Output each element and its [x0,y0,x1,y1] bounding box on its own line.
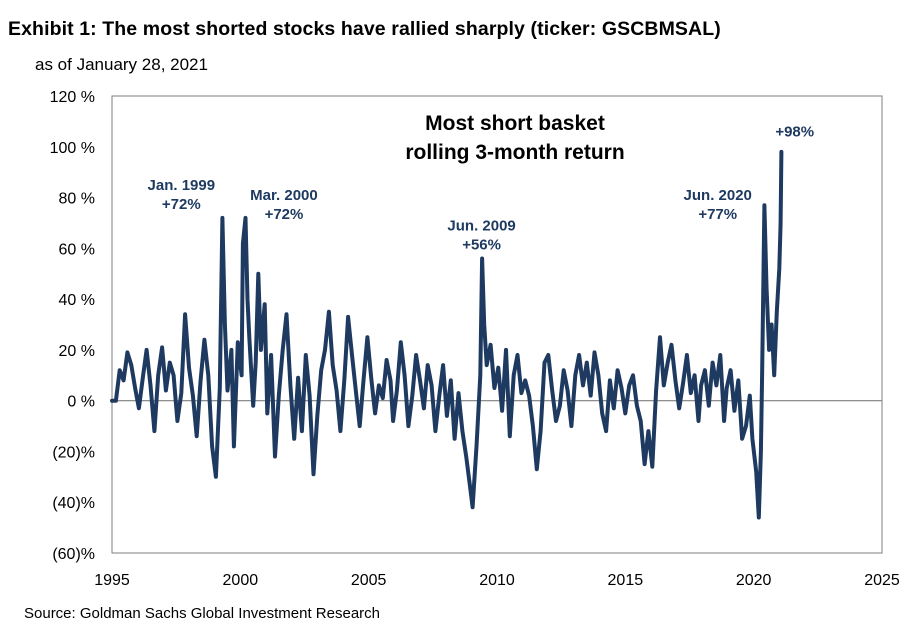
annotations: Jan. 1999 +72% Mar. 2000 +72% Jun. 2009 +56% J… [148,124,815,254]
y-tick-label: 120 % [50,89,95,106]
annotation-label: Jun. 2020 [684,187,752,204]
chart-title: Exhibit 1: The most shorted stocks have … [8,18,721,40]
y-tick-label: 0 % [67,394,95,411]
annotation-label: +72% [162,196,201,213]
x-tick-label: 2015 [608,572,644,589]
y-tick-label: 60 % [59,241,95,258]
annotation-label: +56% [462,237,501,254]
chart-subtitle: as of January 28, 2021 [35,55,208,74]
y-tick-label: 20 % [59,343,95,360]
annotation-label: Mar. 2000 [250,187,318,204]
x-tick-label: 2005 [351,572,387,589]
y-tick-label: (20)% [52,444,95,461]
annotation-label: +77% [698,206,737,223]
x-axis-ticks: 1995 2000 2005 2010 2015 2020 2025 [94,572,900,589]
y-tick-label: (40)% [52,495,95,512]
source-note: Source: Goldman Sachs Global Investment … [24,605,381,622]
annotation-label: Jan. 1999 [148,177,216,194]
y-tick-label: 40 % [59,292,95,309]
x-tick-label: 2025 [864,572,900,589]
chart-inner-title-line-1: Most short basket [425,112,605,135]
y-tick-label: 80 % [59,191,95,208]
y-axis-ticks: 120 % 100 % 80 % 60 % 40 % 20 % 0 % (20)% (40)% (… [50,89,95,563]
x-tick-label: 2000 [223,572,259,589]
y-tick-label: (60)% [52,546,95,563]
x-tick-label: 2020 [736,572,772,589]
annotation-label: +98% [775,124,814,141]
x-tick-label: 2010 [479,572,515,589]
annotation-label: +72% [265,206,304,223]
x-tick-label: 1995 [94,572,130,589]
plot-frame [111,95,883,554]
series-line [110,149,784,520]
chart-inner-title-line-2: rolling 3-month return [405,141,624,164]
y-tick-label: 100 % [50,140,95,157]
annotation-label: Jun. 2009 [447,218,515,235]
